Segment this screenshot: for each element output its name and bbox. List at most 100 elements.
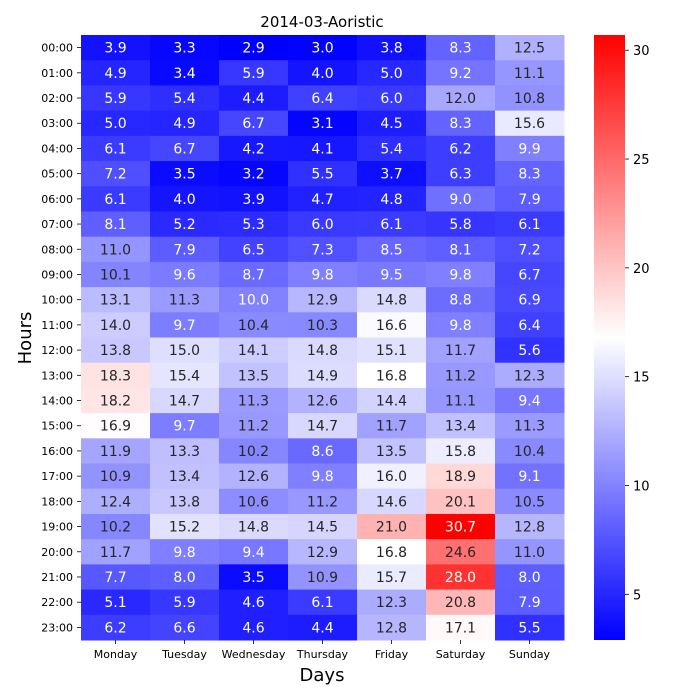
cell-value-label: 10.4 — [514, 444, 545, 460]
heatmap-cell — [288, 211, 358, 238]
heatmap-cell — [426, 236, 496, 263]
cell-value-label: 6.0 — [311, 217, 333, 233]
y-tick-label: 12:00 — [41, 344, 73, 357]
heatmap-cell — [219, 85, 289, 112]
heatmap-cell — [81, 539, 151, 565]
cell-value-label: 4.6 — [242, 595, 264, 611]
heatmap-cell — [219, 312, 289, 338]
cell-value-label: 3.8 — [380, 41, 402, 57]
heatmap-cell — [81, 161, 151, 187]
heatmap-cell — [495, 488, 565, 515]
heatmap-cell — [150, 614, 220, 641]
cell-value-label: 8.1 — [104, 217, 126, 233]
cell-value-label: 8.3 — [449, 116, 471, 132]
heatmap-cell — [357, 35, 427, 61]
heatmap-cell — [288, 337, 358, 364]
cell-value-label: 10.9 — [100, 469, 131, 485]
heatmap-cell — [150, 413, 220, 439]
y-tick-label: 23:00 — [41, 621, 73, 634]
cell-value-label: 3.5 — [173, 167, 195, 183]
heatmap-cell — [150, 135, 220, 162]
heatmap-cell — [495, 135, 565, 162]
cell-value-label: 9.1 — [518, 469, 540, 485]
heatmap-cell — [288, 413, 358, 439]
cell-value-label: 3.0 — [311, 41, 333, 57]
cell-value-label: 9.2 — [449, 66, 471, 82]
cell-value-label: 9.8 — [449, 267, 471, 283]
cell-value-label: 14.9 — [307, 368, 338, 384]
cell-value-label: 12.0 — [445, 91, 476, 107]
cell-value-label: 9.7 — [173, 318, 195, 334]
y-tick-label: 07:00 — [41, 218, 73, 231]
y-tick-label: 08:00 — [41, 243, 73, 256]
cell-value-label: 12.4 — [100, 494, 131, 510]
cell-value-label: 30.7 — [445, 520, 476, 536]
heatmap-cell — [219, 110, 289, 137]
heatmap-cell — [219, 35, 289, 61]
cell-value-label: 12.8 — [514, 520, 545, 536]
heatmap-cell — [150, 513, 220, 540]
cell-value-label: 14.8 — [307, 343, 338, 359]
heatmap-cell — [288, 85, 358, 112]
heatmap-cell — [288, 513, 358, 540]
cell-value-label: 4.7 — [311, 192, 333, 208]
heatmap-cell — [495, 85, 565, 112]
heatmap-cell — [357, 463, 427, 490]
cell-value-label: 3.2 — [242, 167, 264, 183]
heatmap-cell — [357, 135, 427, 162]
heatmap-cell — [288, 161, 358, 187]
cell-value-label: 6.1 — [104, 192, 126, 208]
heatmap-cell — [219, 362, 289, 389]
x-tick-label: Friday — [375, 648, 409, 661]
heatmap-cell — [426, 463, 496, 490]
heatmap-cell — [426, 312, 496, 338]
cell-value-label: 11.0 — [100, 242, 131, 258]
heatmap-cell — [150, 85, 220, 112]
x-axis-ticks: Monday Tuesday Wednesday Thursday Friday Satu… — [94, 640, 551, 661]
heatmap-cell — [426, 135, 496, 162]
heatmap-cell — [219, 513, 289, 540]
heatmap-cell — [81, 387, 151, 414]
heatmap-cell — [81, 564, 151, 591]
heatmap-cell — [495, 513, 565, 540]
cell-value-label: 12.8 — [376, 620, 407, 636]
y-tick-label: 19:00 — [41, 521, 73, 534]
cell-value-label: 9.7 — [173, 419, 195, 435]
y-tick-label: 20:00 — [41, 546, 73, 559]
colorbar-ticks: 5 10 15 20 25 30 — [625, 44, 650, 603]
heatmap-cell — [288, 110, 358, 137]
cell-value-label: 13.3 — [169, 444, 200, 460]
cell-value-label: 15.0 — [169, 343, 200, 359]
heatmap-cell — [81, 186, 151, 212]
cell-value-label: 12.3 — [376, 595, 407, 611]
heatmap-cell — [357, 589, 427, 616]
heatmap-cell — [288, 60, 358, 86]
cell-value-label: 11.0 — [514, 545, 545, 561]
cell-value-label: 5.8 — [449, 217, 471, 233]
cell-value-label: 7.9 — [173, 242, 195, 258]
heatmap-cell — [150, 60, 220, 86]
heatmap-cell — [288, 236, 358, 263]
x-tick-label: Wednesday — [222, 648, 286, 661]
heatmap-cell — [426, 362, 496, 389]
heatmap-cell — [495, 589, 565, 616]
heatmap-cell — [81, 614, 151, 641]
x-axis-label: Days — [300, 665, 345, 686]
heatmap-cell — [288, 463, 358, 490]
cell-value-label: 5.3 — [242, 217, 264, 233]
heatmap-cell — [426, 85, 496, 112]
cell-value-label: 9.8 — [173, 545, 195, 561]
heatmap-cell — [495, 337, 565, 364]
cell-value-label: 13.5 — [238, 368, 269, 384]
cell-value-label: 7.3 — [311, 242, 333, 258]
heatmap-cell — [357, 337, 427, 364]
heatmap-cell — [288, 387, 358, 414]
heatmap-cell — [357, 261, 427, 288]
cell-value-label: 11.7 — [376, 419, 407, 435]
cell-value-label: 5.4 — [380, 141, 402, 157]
cell-value-label: 13.8 — [169, 494, 200, 510]
heatmap-cell — [81, 85, 151, 112]
cell-value-label: 21.0 — [376, 520, 407, 536]
heatmap-cell — [426, 261, 496, 288]
cell-value-label: 14.5 — [307, 520, 338, 536]
